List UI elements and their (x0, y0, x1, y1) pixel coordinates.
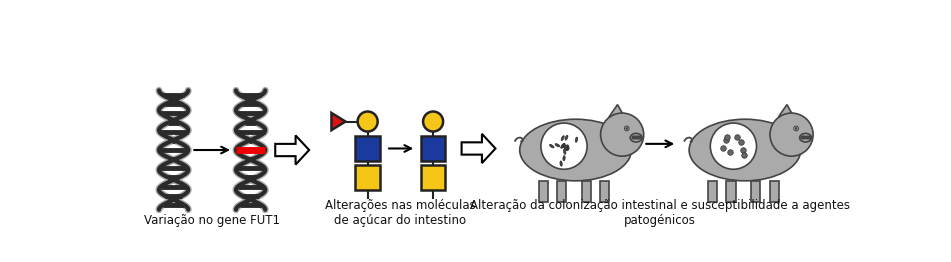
Bar (356, 136, 380, 161)
Bar (769, 181, 779, 202)
Text: Variação no gene FUT1: Variação no gene FUT1 (145, 214, 281, 227)
Ellipse shape (631, 133, 642, 142)
Ellipse shape (565, 135, 568, 140)
Bar (751, 181, 761, 202)
Ellipse shape (566, 146, 569, 151)
Polygon shape (779, 105, 794, 117)
Polygon shape (332, 113, 345, 130)
Ellipse shape (563, 149, 566, 154)
Bar (420, 136, 445, 161)
Ellipse shape (550, 144, 554, 148)
Ellipse shape (575, 137, 577, 142)
Ellipse shape (555, 144, 560, 147)
Bar (600, 181, 610, 202)
Ellipse shape (560, 161, 562, 166)
Ellipse shape (689, 119, 801, 181)
Circle shape (423, 112, 443, 132)
Circle shape (625, 126, 629, 131)
Polygon shape (609, 105, 625, 117)
Circle shape (795, 128, 797, 129)
Circle shape (710, 123, 756, 169)
Bar (708, 181, 717, 202)
Circle shape (794, 126, 799, 131)
Ellipse shape (565, 145, 567, 150)
Ellipse shape (561, 144, 565, 148)
Text: Alteração da colonização intestinal e susceptibilidade a agentes
patogénicos: Alteração da colonização intestinal e su… (470, 199, 850, 227)
Ellipse shape (800, 133, 811, 142)
Circle shape (626, 128, 628, 129)
Circle shape (770, 113, 813, 156)
Circle shape (358, 112, 378, 132)
Bar (727, 181, 736, 202)
Text: Alterações nas moléculas
de açúcar do intestino: Alterações nas moléculas de açúcar do in… (325, 199, 476, 227)
Bar (557, 181, 566, 202)
Bar (582, 181, 591, 202)
Bar (356, 165, 380, 190)
Ellipse shape (520, 119, 631, 181)
Bar (538, 181, 548, 202)
Polygon shape (275, 135, 309, 165)
Ellipse shape (567, 145, 569, 150)
Ellipse shape (563, 156, 565, 161)
Bar (420, 165, 445, 190)
Ellipse shape (561, 143, 565, 148)
Ellipse shape (563, 144, 566, 149)
Ellipse shape (561, 136, 564, 141)
Polygon shape (461, 134, 495, 163)
Circle shape (601, 113, 644, 156)
Circle shape (541, 123, 587, 169)
